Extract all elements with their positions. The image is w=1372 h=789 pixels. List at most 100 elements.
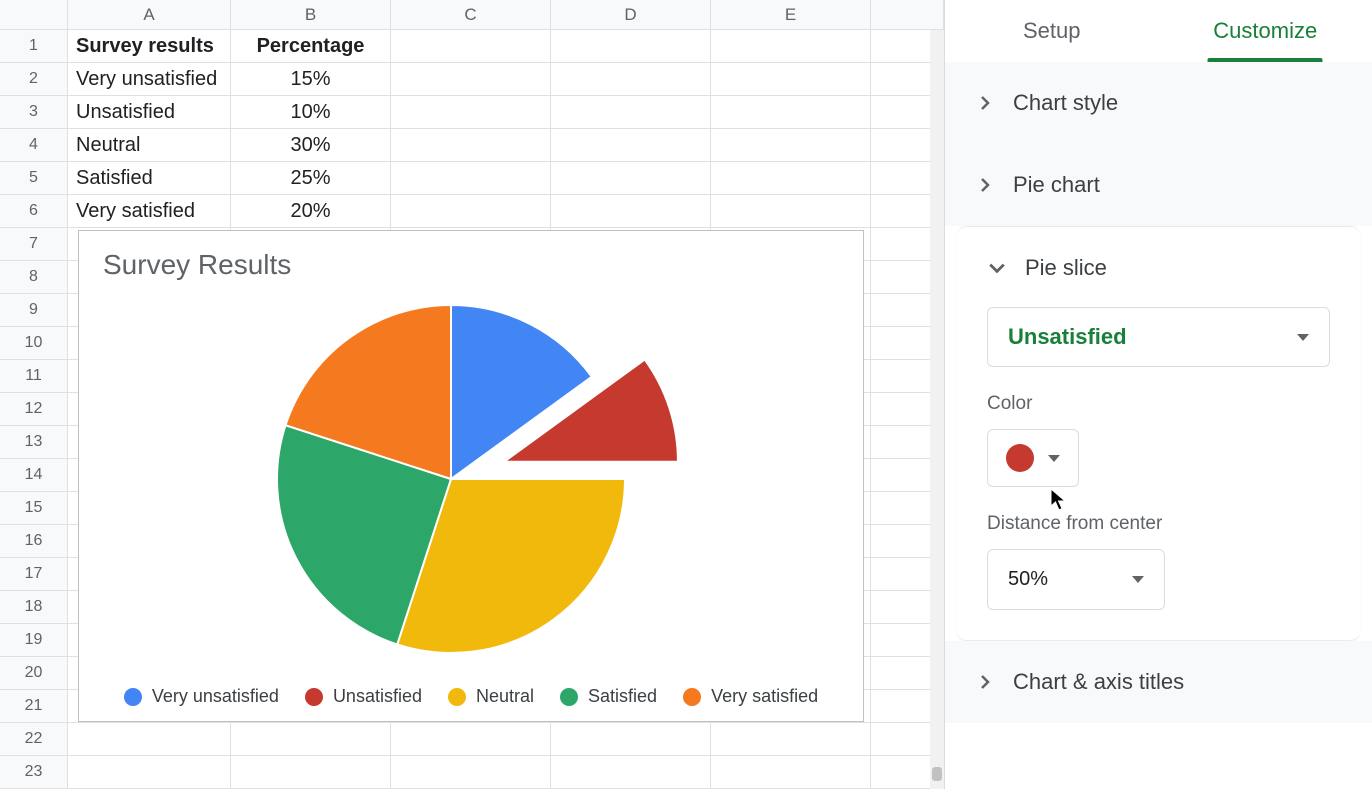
table-row[interactable]: Very satisfied20% (68, 195, 944, 228)
row-header[interactable]: 16 (0, 525, 68, 558)
row-header[interactable]: 19 (0, 624, 68, 657)
cell[interactable] (711, 30, 871, 62)
cell[interactable]: 30% (231, 129, 391, 161)
table-row[interactable] (68, 756, 944, 789)
cell[interactable] (551, 30, 711, 62)
row-header[interactable]: 6 (0, 195, 68, 228)
cell[interactable]: Unsatisfied (68, 96, 231, 128)
cell[interactable] (551, 162, 711, 194)
row-header[interactable]: 4 (0, 129, 68, 162)
row-header[interactable]: 8 (0, 261, 68, 294)
cell[interactable]: 15% (231, 63, 391, 95)
cell[interactable] (711, 723, 871, 755)
chart-legend: Very unsatisfied Unsatisfied Neutral Satisf… (103, 686, 839, 707)
cell[interactable] (711, 756, 871, 788)
row-header[interactable]: 18 (0, 591, 68, 624)
tab-setup[interactable]: Setup (945, 0, 1159, 62)
cell[interactable] (711, 63, 871, 95)
legend-label: Satisfied (588, 686, 657, 707)
row-header[interactable]: 17 (0, 558, 68, 591)
cell[interactable] (711, 195, 871, 227)
cell[interactable] (551, 195, 711, 227)
row-header[interactable]: 5 (0, 162, 68, 195)
row-header[interactable]: 13 (0, 426, 68, 459)
cell[interactable]: Survey results (68, 30, 231, 62)
cell[interactable] (231, 723, 391, 755)
cell[interactable] (391, 63, 551, 95)
vertical-scrollbar[interactable] (930, 30, 944, 789)
row-header[interactable]: 2 (0, 63, 68, 96)
slice-color-picker[interactable] (987, 429, 1079, 487)
legend-item[interactable]: Very satisfied (683, 686, 818, 707)
cell[interactable]: Percentage (231, 30, 391, 62)
row-header[interactable]: 21 (0, 690, 68, 723)
cell[interactable] (391, 756, 551, 788)
spreadsheet-area: A B C D E 123456789101112131415161718192… (0, 0, 944, 789)
cell[interactable]: 20% (231, 195, 391, 227)
col-header-F[interactable] (871, 0, 944, 30)
cell[interactable] (551, 129, 711, 161)
section-chart-style[interactable]: Chart style (945, 62, 1372, 144)
cell-grid[interactable]: Survey resultsPercentageVery unsatisfied… (68, 30, 944, 789)
row-header[interactable]: 20 (0, 657, 68, 690)
select-all-corner[interactable] (0, 0, 68, 30)
chart-embed[interactable]: Survey Results Very unsatisfiedUnsatisfi… (78, 230, 864, 722)
cell[interactable] (231, 756, 391, 788)
row-header[interactable]: 12 (0, 393, 68, 426)
table-row[interactable]: Very unsatisfied15% (68, 63, 944, 96)
col-header-D[interactable]: D (551, 0, 711, 30)
row-header[interactable]: 11 (0, 360, 68, 393)
row-header[interactable]: 9 (0, 294, 68, 327)
legend-item[interactable]: Neutral (448, 686, 534, 707)
cell[interactable] (68, 723, 231, 755)
table-row[interactable]: Unsatisfied10% (68, 96, 944, 129)
cell[interactable]: 10% (231, 96, 391, 128)
table-row[interactable]: Neutral30% (68, 129, 944, 162)
row-header[interactable]: 10 (0, 327, 68, 360)
cell[interactable] (391, 162, 551, 194)
cell[interactable] (391, 723, 551, 755)
table-row[interactable]: Survey resultsPercentage (68, 30, 944, 63)
row-header[interactable]: 15 (0, 492, 68, 525)
section-pie-slice-header[interactable]: Pie slice (987, 233, 1330, 307)
distance-dropdown[interactable]: 50% (987, 549, 1165, 610)
cell[interactable]: Neutral (68, 129, 231, 161)
table-row[interactable]: Satisfied25% (68, 162, 944, 195)
cell[interactable]: Very unsatisfied (68, 63, 231, 95)
cell[interactable] (551, 756, 711, 788)
cell[interactable] (68, 756, 231, 788)
section-label: Chart & axis titles (1013, 669, 1184, 695)
legend-item[interactable]: Very unsatisfied (124, 686, 279, 707)
cell[interactable] (711, 96, 871, 128)
cell[interactable] (711, 162, 871, 194)
row-header[interactable]: 23 (0, 756, 68, 789)
col-header-B[interactable]: B (231, 0, 391, 30)
cell[interactable] (391, 96, 551, 128)
col-header-A[interactable]: A (68, 0, 231, 30)
legend-item[interactable]: Satisfied (560, 686, 657, 707)
row-header[interactable]: 22 (0, 723, 68, 756)
table-row[interactable] (68, 723, 944, 756)
cell[interactable]: Very satisfied (68, 195, 231, 227)
section-pie-chart[interactable]: Pie chart (945, 144, 1372, 226)
row-header[interactable]: 14 (0, 459, 68, 492)
tab-customize[interactable]: Customize (1159, 0, 1372, 62)
cell[interactable] (391, 129, 551, 161)
section-chart-axis-titles[interactable]: Chart & axis titles (945, 641, 1372, 723)
row-header[interactable]: 7 (0, 228, 68, 261)
cell[interactable] (551, 96, 711, 128)
chevron-right-icon (975, 93, 995, 113)
col-header-E[interactable]: E (711, 0, 871, 30)
cell[interactable]: 25% (231, 162, 391, 194)
cell[interactable] (551, 63, 711, 95)
cell[interactable] (551, 723, 711, 755)
cell[interactable]: Satisfied (68, 162, 231, 194)
cell[interactable] (711, 129, 871, 161)
cell[interactable] (391, 195, 551, 227)
row-header[interactable]: 3 (0, 96, 68, 129)
col-header-C[interactable]: C (391, 0, 551, 30)
row-header[interactable]: 1 (0, 30, 68, 63)
legend-item[interactable]: Unsatisfied (305, 686, 422, 707)
cell[interactable] (391, 30, 551, 62)
slice-select-dropdown[interactable]: Unsatisfied (987, 307, 1330, 367)
